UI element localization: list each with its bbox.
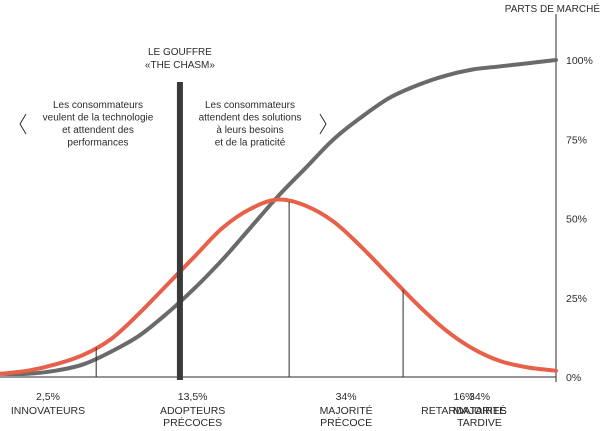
chevron-left-icon xyxy=(19,113,27,135)
chevron-right-icon xyxy=(319,113,327,135)
left-note-line: performances xyxy=(67,138,128,149)
y-tick-label: 0% xyxy=(566,372,581,384)
segment-name: PRÉCOCE xyxy=(320,416,372,429)
chart-axes: PARTS DE MARCHÉ 100% 75% 50% 25% 0% xyxy=(0,2,600,384)
segment-name: ADOPTEURS xyxy=(160,405,225,417)
chasm-subtitle: «THE CHASM» xyxy=(145,60,215,71)
y-tick-label: 25% xyxy=(566,293,587,305)
chasm-title: LE GOUFFRE xyxy=(148,47,212,58)
adoption-distribution-line xyxy=(0,197,558,376)
left-note-line: veulent de la technologie xyxy=(43,113,154,124)
right-note-line: Les consommateurs xyxy=(205,100,295,111)
y-tick-label: 75% xyxy=(566,134,587,146)
right-note-line: à leurs besoins xyxy=(216,125,283,136)
chart-series xyxy=(0,58,558,377)
segment-name: MAJORITÉ xyxy=(453,404,506,417)
right-note-line: et de la praticité xyxy=(215,138,286,149)
adoption-cumulative-line xyxy=(0,58,558,377)
y-tick-label: 100% xyxy=(566,55,593,67)
segment-share: 13,5% xyxy=(178,391,208,403)
segment-name: INNOVATEURS xyxy=(11,405,85,417)
segment-name: PRÉCOCES xyxy=(163,416,222,429)
segment-name: TARDIVE xyxy=(457,417,502,429)
segment-share: 2,5% xyxy=(36,391,60,403)
segment-share: 34% xyxy=(336,391,357,403)
chasm-bar xyxy=(176,82,183,380)
y-axis-label: PARTS DE MARCHÉ xyxy=(505,2,600,15)
segment-name: RETARDATAIRES xyxy=(421,405,507,417)
y-tick-label: 50% xyxy=(566,214,587,226)
right-note-line: attendent des solutions xyxy=(199,113,302,124)
chart-annotations: LE GOUFFRE «THE CHASM» Les consommateurs ve… xyxy=(19,47,327,380)
left-note-line: et attendent des xyxy=(62,125,134,136)
segment-share: 16% xyxy=(453,391,474,403)
left-note-line: Les consommateurs xyxy=(53,100,143,111)
segment-name: MAJORITÉ xyxy=(320,404,373,417)
segment-share: 34% xyxy=(469,391,490,403)
